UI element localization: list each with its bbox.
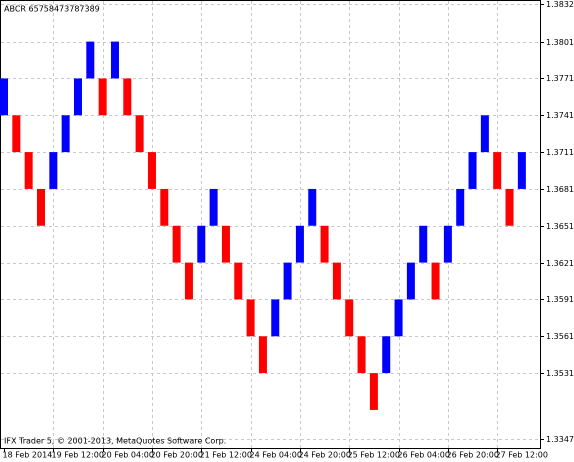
- brick: [172, 225, 181, 263]
- y-tick-label: 1.3711: [546, 148, 574, 157]
- brick: [147, 152, 156, 189]
- brick: [258, 336, 267, 374]
- x-tick-label: 25 Feb 12:00: [348, 451, 400, 460]
- brick: [382, 336, 391, 374]
- brick: [98, 78, 107, 116]
- y-tick-label: 1.3561: [546, 332, 574, 341]
- x-tick-label: 27 Feb 12:00: [496, 451, 548, 460]
- y-tick-label: 1.3531: [546, 369, 574, 378]
- y-tick-label: 1.3771: [546, 74, 574, 83]
- brick: [86, 41, 95, 79]
- brick: [468, 152, 477, 189]
- footer: IFX Trader 5, © 2001-2013, MetaQuotes So…: [4, 437, 226, 446]
- brick: [246, 299, 255, 337]
- brick: [505, 188, 514, 226]
- brick: [221, 225, 230, 263]
- brick: [197, 225, 206, 263]
- brick: [209, 188, 218, 226]
- y-tick-label: 1.3347: [546, 435, 574, 444]
- y-tick-label: 1.3741: [546, 111, 574, 120]
- x-tick-label: 20 Feb 20:00: [151, 451, 203, 460]
- brick: [480, 115, 489, 153]
- brick: [234, 262, 243, 300]
- brick: [308, 188, 317, 226]
- brick: [12, 115, 21, 153]
- y-tick-label: 1.3681: [546, 185, 574, 194]
- x-tick-label: 24 Feb 20:00: [299, 451, 351, 460]
- brick: [332, 262, 341, 300]
- brick: [110, 41, 119, 79]
- y-tick-label: 1.3621: [546, 259, 574, 268]
- x-tick-label: 18 Feb 2014: [3, 451, 53, 460]
- brick: [36, 188, 45, 226]
- brick: [283, 262, 292, 300]
- y-tick-label: 1.3591: [546, 295, 574, 304]
- brick: [443, 225, 452, 263]
- chart-title: ABCR 65758473787389: [4, 5, 100, 14]
- brick: [419, 225, 428, 263]
- brick: [357, 336, 366, 374]
- x-tick-label: 19 Feb 12:00: [52, 451, 104, 460]
- brick: [24, 152, 33, 189]
- brick: [493, 152, 502, 189]
- brick: [135, 115, 144, 153]
- x-tick-label: 26 Feb 04:00: [398, 451, 450, 460]
- brick: [295, 225, 304, 263]
- brick: [160, 188, 169, 226]
- brick: [123, 78, 132, 116]
- brick: [73, 78, 82, 116]
- brick: [0, 78, 8, 116]
- brick: [369, 373, 378, 410]
- brick: [431, 262, 440, 300]
- y-tick-label: 1.3801: [546, 38, 574, 47]
- x-tick-label: 26 Feb 20:00: [447, 451, 499, 460]
- brick: [394, 299, 403, 337]
- brick: [456, 188, 465, 226]
- brick: [61, 115, 70, 153]
- brick: [345, 299, 354, 337]
- x-tick-label: 20 Feb 04:00: [102, 451, 154, 460]
- x-tick-label: 24 Feb 04:00: [250, 451, 302, 460]
- brick: [271, 299, 280, 337]
- y-tick-label: 1.3832: [546, 0, 574, 9]
- brick: [517, 152, 526, 189]
- x-tick-label: 21 Feb 12:00: [200, 451, 252, 460]
- brick: [49, 152, 58, 189]
- brick: [184, 262, 193, 300]
- brick: [320, 225, 329, 263]
- brick: [406, 262, 415, 300]
- y-tick-label: 1.3651: [546, 222, 574, 231]
